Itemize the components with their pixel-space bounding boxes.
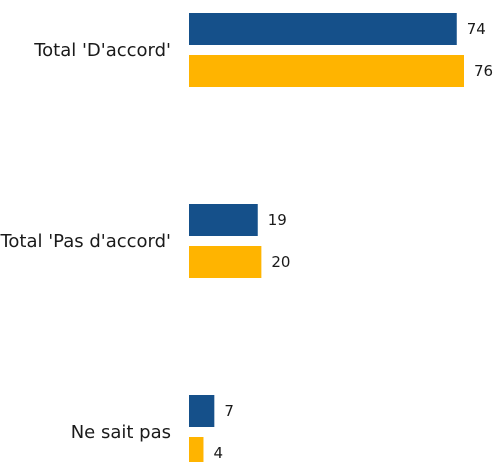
value-label-ne-sait-pas-series-2: 4 <box>213 444 223 462</box>
bar-ne-sait-pas-series-1 <box>189 395 215 427</box>
bar-total-pas-d-accord-series-2 <box>189 246 262 278</box>
value-label-total-pas-d-accord-series-2: 20 <box>271 253 290 271</box>
category-label-total-pas-d-accord: Total 'Pas d'accord' <box>0 231 171 252</box>
category-labels: Total 'D'accord' Total 'Pas d'accord' Ne s… <box>0 40 171 443</box>
category-label-ne-sait-pas: Ne sait pas <box>71 422 171 443</box>
value-label-ne-sait-pas-series-1: 7 <box>224 402 234 420</box>
bar-total-d-accord-series-2 <box>189 55 464 87</box>
bar-ne-sait-pas-series-2 <box>189 437 204 462</box>
bar-total-d-accord-series-1 <box>189 13 457 45</box>
category-label-total-d-accord: Total 'D'accord' <box>33 40 171 61</box>
value-label-total-pas-d-accord-series-1: 19 <box>268 211 287 229</box>
bar-total-pas-d-accord-series-1 <box>189 204 258 236</box>
bars <box>189 13 464 462</box>
value-label-total-d-accord-series-1: 74 <box>467 20 486 38</box>
value-label-total-d-accord-series-2: 76 <box>474 62 493 80</box>
